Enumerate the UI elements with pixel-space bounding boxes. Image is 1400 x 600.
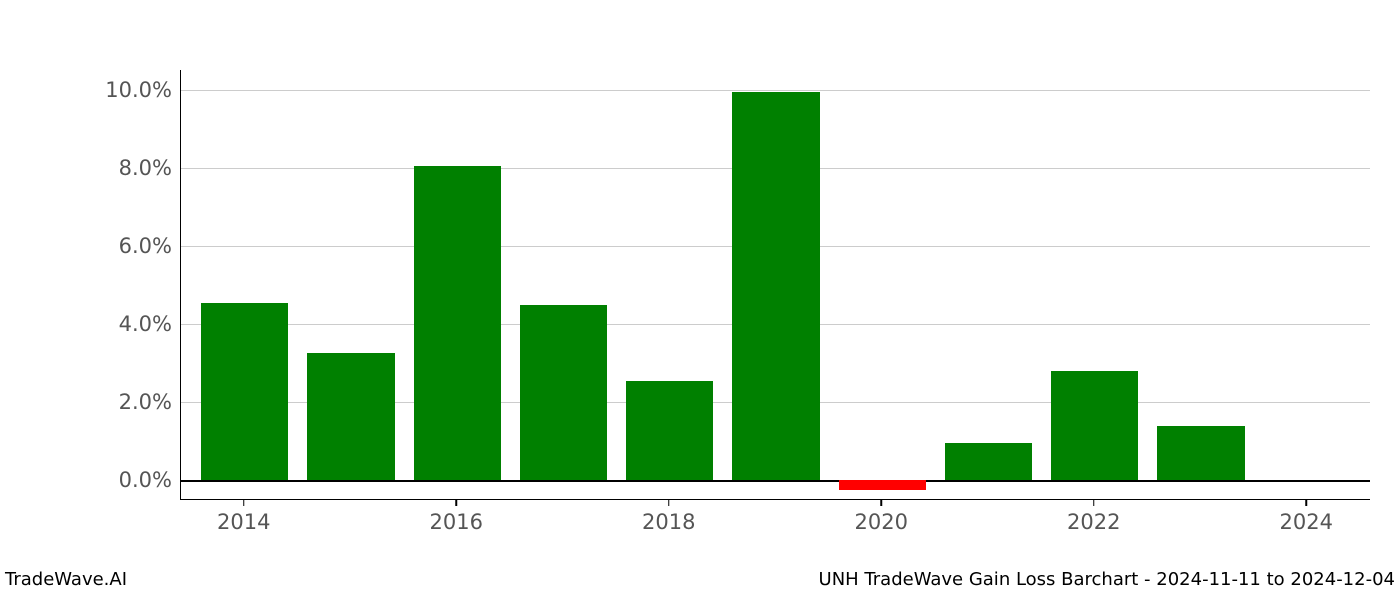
x-tick-mark: [1306, 500, 1308, 506]
bar: [307, 353, 394, 480]
y-tick-label: 2.0%: [119, 390, 172, 414]
footer-brand: TradeWave.AI: [5, 569, 127, 590]
x-tick-label: 2024: [1280, 510, 1333, 534]
x-tick-mark: [243, 500, 245, 506]
chart-container: TradeWave.AI UNH TradeWave Gain Loss Bar…: [0, 0, 1400, 600]
bar: [414, 166, 501, 481]
bar: [839, 480, 926, 490]
bar: [1051, 371, 1138, 480]
x-tick-label: 2016: [430, 510, 483, 534]
zero-line: [181, 480, 1370, 482]
bar: [1157, 426, 1244, 481]
y-tick-label: 8.0%: [119, 156, 172, 180]
footer-title: UNH TradeWave Gain Loss Barchart - 2024-…: [819, 569, 1395, 590]
y-tick-label: 0.0%: [119, 468, 172, 492]
x-tick-label: 2018: [642, 510, 695, 534]
bar: [945, 443, 1032, 480]
x-tick-mark: [881, 500, 883, 506]
plot-area: [180, 70, 1370, 500]
x-tick-label: 2014: [217, 510, 270, 534]
gridline: [181, 90, 1370, 91]
bar: [201, 303, 288, 481]
x-tick-label: 2020: [855, 510, 908, 534]
x-tick-mark: [456, 500, 458, 506]
y-tick-label: 10.0%: [105, 78, 172, 102]
bar: [626, 381, 713, 481]
x-tick-mark: [668, 500, 670, 506]
x-tick-mark: [1093, 500, 1095, 506]
y-tick-label: 4.0%: [119, 312, 172, 336]
bar: [520, 305, 607, 481]
y-tick-label: 6.0%: [119, 234, 172, 258]
bar: [732, 92, 819, 481]
x-tick-label: 2022: [1067, 510, 1120, 534]
